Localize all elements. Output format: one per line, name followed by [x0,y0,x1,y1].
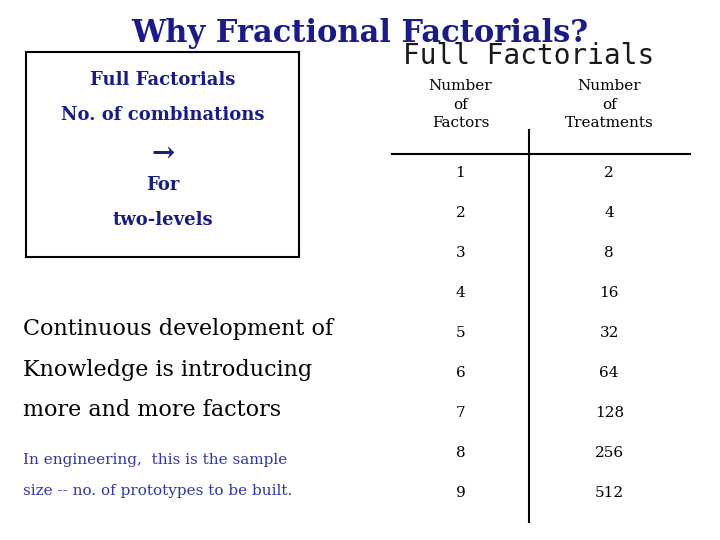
Text: Full Factorials: Full Factorials [90,71,235,89]
Text: For: For [146,176,179,194]
Text: No. of combinations: No. of combinations [61,106,264,124]
Text: 128: 128 [595,406,624,420]
Text: more and more factors: more and more factors [23,399,281,421]
Text: 8: 8 [456,446,465,460]
Text: 3: 3 [456,246,465,260]
Text: size -- no. of prototypes to be built.: size -- no. of prototypes to be built. [23,484,292,498]
FancyBboxPatch shape [27,52,299,256]
Text: Full Factorials: Full Factorials [403,42,654,70]
Text: 9: 9 [456,486,465,500]
Text: 8: 8 [604,246,614,260]
Text: →: → [151,141,174,168]
Text: 2: 2 [604,166,614,180]
Text: Continuous development of: Continuous development of [23,319,333,340]
Text: two-levels: two-levels [112,211,213,229]
Text: 32: 32 [600,326,619,340]
Text: 256: 256 [595,446,624,460]
Text: 16: 16 [600,286,619,300]
Text: Number
of
Factors: Number of Factors [428,79,492,130]
Text: 5: 5 [456,326,465,340]
Text: 1: 1 [456,166,465,180]
Text: 64: 64 [600,366,619,380]
Text: 6: 6 [456,366,465,380]
Text: 4: 4 [604,206,614,220]
Text: 4: 4 [456,286,465,300]
Text: 7: 7 [456,406,465,420]
Text: 512: 512 [595,486,624,500]
Text: 2: 2 [456,206,465,220]
Text: Why Fractional Factorials?: Why Fractional Factorials? [132,17,588,49]
Text: Number
of
Treatments: Number of Treatments [565,79,654,130]
Text: Knowledge is introducing: Knowledge is introducing [23,359,312,381]
Text: In engineering,  this is the sample: In engineering, this is the sample [23,453,287,467]
